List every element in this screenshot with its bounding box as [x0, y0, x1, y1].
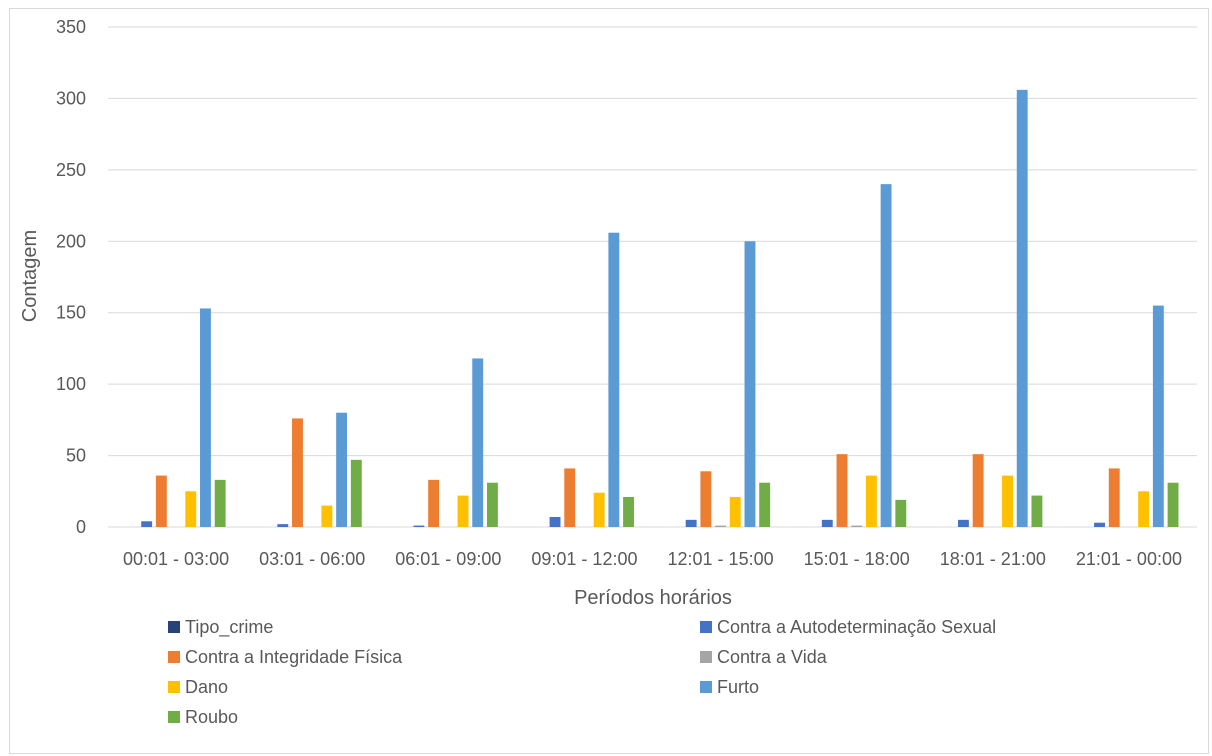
bar-5-7 — [1152, 305, 1164, 527]
bar-2-0 — [155, 475, 167, 527]
bar-2-4 — [700, 471, 712, 527]
bar-6-4 — [759, 482, 771, 527]
bar-1-5 — [821, 519, 833, 527]
bar-1-3 — [549, 517, 561, 527]
bar-1-4 — [685, 519, 697, 527]
bar-6-5 — [895, 499, 907, 527]
bar-1-0 — [141, 521, 153, 527]
bar-1-1 — [277, 524, 289, 527]
y-tick-label: 250 — [56, 160, 86, 180]
bar-2-1 — [292, 418, 303, 527]
bar-5-0 — [200, 308, 211, 527]
y-tick-label: 200 — [56, 231, 86, 251]
bar-4-6 — [1002, 475, 1013, 527]
legend-swatch — [700, 621, 712, 633]
bar-4-4 — [729, 497, 741, 527]
bar-2-2 — [428, 479, 440, 527]
y-tick-label: 100 — [56, 374, 86, 394]
bar-2-7 — [1108, 468, 1120, 527]
bar-6-0 — [214, 479, 226, 527]
bar-5-1 — [336, 412, 348, 527]
legend-label: Contra a Autodeterminação Sexual — [717, 617, 996, 637]
bar-4-0 — [185, 491, 197, 527]
bar-6-7 — [1167, 482, 1179, 527]
legend-swatch — [700, 651, 712, 663]
y-tick-label: 300 — [56, 88, 86, 108]
bar-5-6 — [1016, 89, 1028, 527]
bars — [141, 89, 1179, 528]
x-axis-title: Períodos horários — [574, 587, 732, 609]
x-tick-label: 06:01 - 09:00 — [395, 549, 501, 569]
legend-swatch — [700, 681, 712, 693]
legend-label: Roubo — [185, 707, 238, 727]
legend-label: Contra a Vida — [717, 647, 828, 667]
bar-5-2 — [472, 358, 484, 527]
x-tick-label: 18:01 - 21:00 — [940, 549, 1046, 569]
y-tick-label: 150 — [56, 303, 86, 323]
legend-label: Dano — [185, 677, 228, 697]
bar-2-3 — [564, 468, 576, 527]
bar-3-5 — [851, 525, 863, 527]
bar-2-5 — [836, 454, 848, 527]
bar-6-3 — [623, 497, 634, 527]
legend-swatch — [168, 681, 180, 693]
x-tick-label: 09:01 - 12:00 — [531, 549, 637, 569]
legend-swatch — [168, 621, 180, 633]
bar-4-5 — [865, 475, 877, 527]
bar-4-2 — [457, 495, 469, 527]
y-axis-ticks: 0 50 100 150 200 250 300 350 — [56, 17, 86, 537]
legend-swatch — [168, 711, 180, 723]
y-tick-label: 50 — [66, 446, 86, 466]
x-tick-label: 03:01 - 06:00 — [259, 549, 365, 569]
gridlines — [108, 26, 1197, 528]
bar-1-6 — [957, 519, 969, 527]
bar-5-4 — [744, 241, 756, 528]
bar-6-1 — [350, 459, 362, 527]
bar-4-1 — [321, 505, 333, 527]
x-tick-label: 21:01 - 00:00 — [1076, 549, 1182, 569]
bar-6-2 — [486, 482, 498, 527]
bar-3-4 — [715, 525, 727, 527]
x-axis-ticks: 00:01 - 03:00 03:01 - 06:00 06:01 - 09:00 0… — [123, 549, 1182, 569]
legend-label: Tipo_crime — [185, 617, 273, 638]
x-tick-label: 12:01 - 15:00 — [668, 549, 774, 569]
y-tick-label: 350 — [56, 17, 86, 37]
bar-4-7 — [1138, 491, 1150, 527]
bar-6-6 — [1031, 495, 1043, 527]
bar-2-6 — [972, 454, 984, 527]
legend: Tipo_crime Contra a Autodeterminação Sexu… — [168, 617, 996, 727]
y-axis-title: Contagem — [19, 230, 41, 322]
y-tick-label: 0 — [76, 517, 86, 537]
bar-5-3 — [608, 232, 620, 527]
bar-1-7 — [1094, 522, 1105, 527]
bar-4-3 — [593, 492, 605, 527]
legend-label: Furto — [717, 677, 759, 697]
bar-5-5 — [880, 184, 892, 527]
legend-swatch — [168, 651, 180, 663]
x-tick-label: 15:01 - 18:00 — [804, 549, 910, 569]
legend-label: Contra a Integridade Física — [185, 647, 403, 667]
bar-1-2 — [413, 525, 425, 527]
x-tick-label: 00:01 - 03:00 — [123, 549, 229, 569]
